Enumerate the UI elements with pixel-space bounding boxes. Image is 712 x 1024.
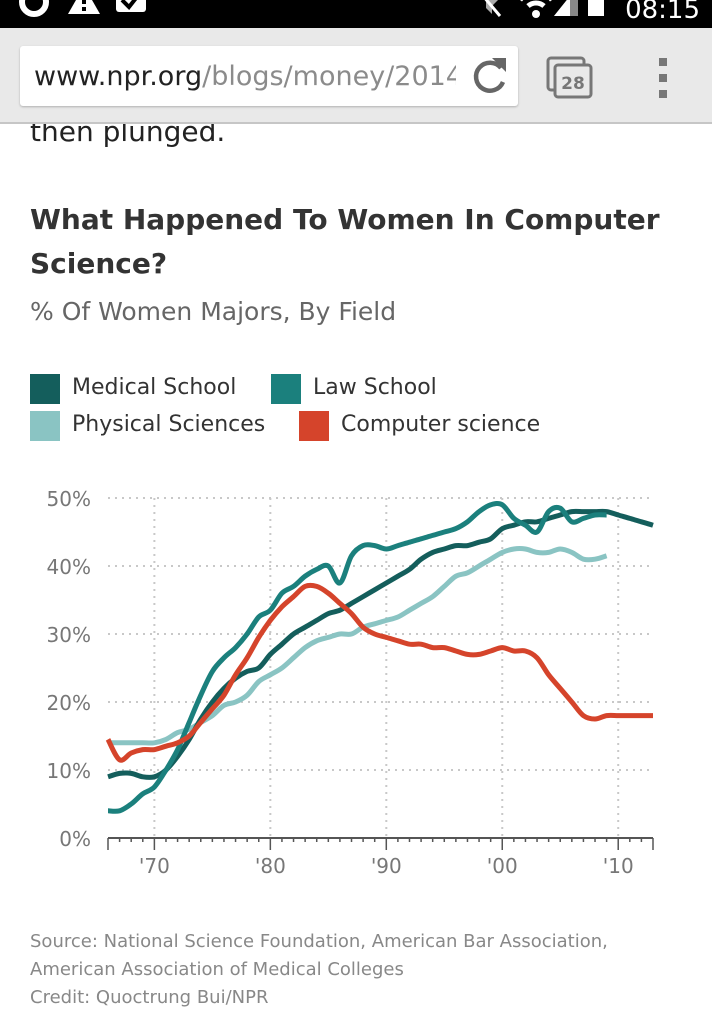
- y-tick-label: 10%: [47, 759, 91, 783]
- legend-label-medical: Medical School: [72, 375, 237, 400]
- x-tick-label: '00: [487, 854, 518, 878]
- tabs-button[interactable]: 28: [546, 56, 594, 100]
- source-line-1: Source: National Science Foundation, Ame…: [30, 931, 608, 952]
- chart-credit: Credit: Quoctrung Bui/NPR: [30, 987, 269, 1008]
- status-bar: 08:15: [0, 0, 712, 28]
- chart-source: Source: National Science Foundation, Ame…: [30, 928, 700, 1012]
- tab-count: 28: [561, 74, 585, 94]
- url-domain: www.npr.org: [34, 61, 203, 92]
- legend-swatch-medical: [30, 374, 60, 404]
- y-tick-label: 40%: [47, 555, 91, 579]
- legend-label-cs: Computer science: [341, 412, 541, 437]
- line-chart: 0% 10% 20% 30% 40% 50% '70 '80 '90 '00 '10: [47, 487, 654, 878]
- y-tick-label: 50%: [47, 487, 91, 511]
- x-tick-label: '10: [603, 854, 634, 878]
- series-line-cs: [105, 582, 653, 763]
- series-line-law: [107, 500, 607, 814]
- address-bar[interactable]: www.npr.org/blogs/money/2014: [20, 46, 518, 106]
- legend-swatch-physical: [30, 411, 60, 441]
- notification-icons: [19, 0, 146, 17]
- series-line-physical: [108, 546, 608, 746]
- legend-label-law: Law School: [313, 375, 437, 400]
- x-tick-label: '90: [371, 854, 402, 878]
- system-status-icons: [484, 0, 604, 18]
- legend-swatch-law: [271, 374, 301, 404]
- x-tick-label: '80: [255, 854, 286, 878]
- article-text: then plunged.: [30, 124, 226, 148]
- url-text[interactable]: www.npr.org/blogs/money/2014: [34, 61, 456, 93]
- legend-swatch-cs: [299, 411, 329, 441]
- page-content: then plunged. What Happened To Women In …: [0, 124, 712, 1024]
- browser-toolbar: www.npr.org/blogs/money/2014 28: [0, 28, 712, 124]
- y-tick-label: 0%: [59, 827, 91, 851]
- y-tick-label: 30%: [47, 623, 91, 647]
- y-tick-label: 20%: [47, 691, 91, 715]
- legend-label-physical: Physical Sciences: [72, 412, 266, 437]
- x-tick-label: '70: [139, 854, 170, 878]
- chart-title: What Happened To Women In Computer Scien…: [30, 203, 660, 280]
- chart-subtitle: % Of Women Majors, By Field: [30, 297, 397, 326]
- reload-icon[interactable]: [468, 54, 512, 98]
- overflow-menu-icon[interactable]: [650, 56, 676, 100]
- status-time: 08:15: [625, 0, 700, 25]
- source-line-2: American Association of Medical Colleges: [30, 959, 404, 980]
- tabs-icon: 28: [546, 56, 593, 99]
- url-path: /blogs/money/2014: [202, 61, 456, 92]
